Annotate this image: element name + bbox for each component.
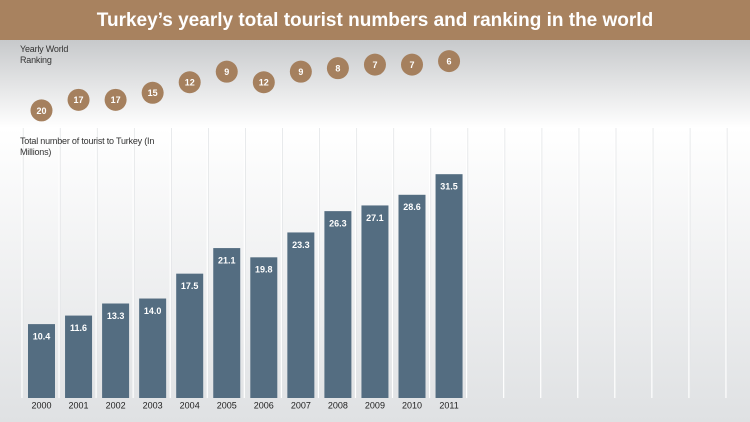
value-label: 11.6	[70, 323, 87, 333]
ranking-panel	[0, 40, 750, 128]
x-tick-label: 2008	[328, 400, 348, 410]
x-tick-label: 2006	[254, 400, 274, 410]
chart-title: Turkey’s yearly total tourist numbers an…	[97, 10, 653, 31]
ranking-dot	[289, 60, 312, 83]
ranking-label: 7	[372, 60, 377, 70]
bar	[324, 211, 352, 398]
x-tick-label: 2000	[31, 400, 51, 410]
ranking-dot	[215, 60, 238, 83]
x-tick-label: 2009	[365, 400, 385, 410]
value-label: 27.1	[366, 213, 384, 223]
x-tick-label: 2004	[180, 400, 200, 410]
ranking-label: 6	[447, 56, 452, 66]
x-tick-label: 2010	[402, 400, 422, 410]
value-label: 19.8	[255, 265, 273, 275]
bar	[65, 315, 93, 398]
ranking-dot	[252, 71, 275, 94]
ranking-label: 17	[111, 95, 121, 105]
x-tick-label: 2005	[217, 400, 237, 410]
ranking-dot	[178, 71, 201, 94]
value-label: 14.0	[144, 306, 162, 316]
value-label: 17.5	[181, 281, 199, 291]
x-tick-label: 2011	[439, 400, 458, 410]
value-label: 23.3	[292, 240, 310, 250]
bar	[435, 174, 463, 398]
bar	[398, 194, 426, 398]
ranking-label: 20	[36, 106, 46, 116]
ranking-label: 15	[148, 88, 158, 98]
bar	[213, 248, 241, 398]
value-label: 10.4	[33, 331, 51, 341]
ranking-dot	[401, 53, 423, 76]
ranking-dot	[104, 88, 127, 111]
ranking-dot	[141, 81, 164, 104]
bar	[287, 232, 315, 398]
bar	[176, 273, 204, 398]
bar	[102, 303, 130, 398]
ranking-label: 17	[74, 95, 84, 105]
ranking-dot	[326, 57, 349, 80]
value-label: 28.6	[403, 202, 421, 212]
ranking-dot	[438, 50, 461, 73]
ranking-label: 7	[409, 60, 414, 70]
ranking-label: 12	[185, 78, 195, 88]
x-tick-label: 2002	[106, 400, 126, 410]
axis-label: Total number of tourist to Turkey (In Mi…	[20, 136, 155, 157]
x-tick-label: 2007	[291, 400, 311, 410]
ranking-label: 9	[298, 67, 303, 77]
bar	[28, 324, 55, 398]
title-bar	[0, 0, 750, 40]
ranking-label: Yearly World Ranking	[20, 44, 69, 65]
value-label: 21.1	[218, 255, 236, 265]
ranking-dot	[67, 88, 90, 111]
bar	[250, 257, 278, 398]
x-tick-label: 2001	[69, 400, 89, 410]
ranking-label: 8	[335, 64, 340, 74]
value-label: 31.5	[440, 182, 458, 192]
ranking-dot	[363, 53, 386, 76]
bar	[139, 298, 167, 398]
value-label: 13.3	[107, 311, 125, 321]
ranking-label: 9	[224, 67, 229, 77]
bar	[361, 205, 389, 398]
x-tick-label: 2003	[143, 400, 163, 410]
ranking-label: 12	[259, 78, 269, 88]
ranking-dot	[30, 99, 53, 122]
value-label: 26.3	[329, 219, 347, 229]
